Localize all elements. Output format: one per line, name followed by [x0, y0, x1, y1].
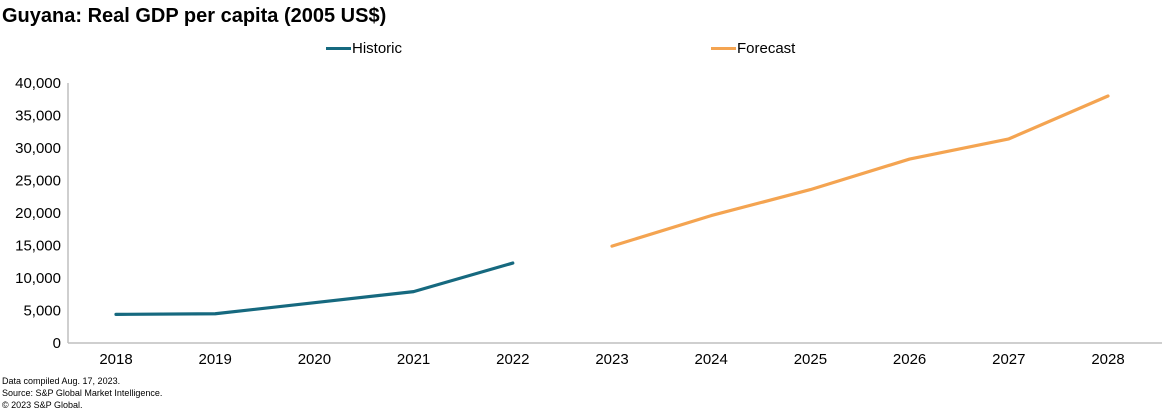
legend-label-forecast: Forecast	[737, 40, 796, 57]
footnotes: Data compiled Aug. 17, 2023. Source: S&P…	[2, 375, 162, 411]
x-tick-label: 2025	[794, 351, 827, 368]
y-tick-label: 35,000	[15, 108, 61, 125]
y-tick-label: 30,000	[15, 140, 61, 157]
footnote-data-compiled: Data compiled Aug. 17, 2023.	[2, 376, 121, 386]
y-tick-label: 5,000	[23, 303, 61, 320]
y-tick-label: 20,000	[15, 205, 61, 222]
x-tick-label: 2021	[397, 351, 430, 368]
legend-label-historic: Historic	[352, 40, 403, 57]
y-tick-label: 25,000	[15, 173, 61, 190]
x-tick-label: 2023	[595, 351, 628, 368]
legend-item-forecast: Forecast	[711, 40, 795, 57]
historic-line-swatch-icon	[326, 46, 351, 51]
footnote-copyright: © 2023 S&P Global.	[2, 400, 83, 410]
historic-series-line	[114, 261, 515, 316]
footnote-source: Source: S&P Global Market Intelligence.	[2, 388, 163, 398]
y-tick-label: 40,000	[15, 75, 61, 92]
forecast-series-line	[610, 94, 1110, 248]
x-tick-label: 2028	[1091, 351, 1124, 368]
y-tick-label: 15,000	[15, 238, 61, 255]
y-tick-label: 10,000	[15, 270, 61, 287]
chart-title: Guyana: Real GDP per capita (2005 US$)	[2, 5, 387, 27]
x-tick-label: 2026	[893, 351, 926, 368]
y-tick-label: 0	[53, 335, 61, 352]
x-tick-label: 2024	[695, 351, 728, 368]
forecast-line-swatch-icon	[711, 46, 736, 51]
x-tick-label: 2019	[199, 351, 232, 368]
x-tick-label: 2018	[99, 351, 132, 368]
x-tick-label: 2027	[992, 351, 1025, 368]
x-tick-label: 2020	[298, 351, 331, 368]
x-tick-label: 2022	[496, 351, 529, 368]
legend-item-historic: Historic	[326, 40, 402, 57]
